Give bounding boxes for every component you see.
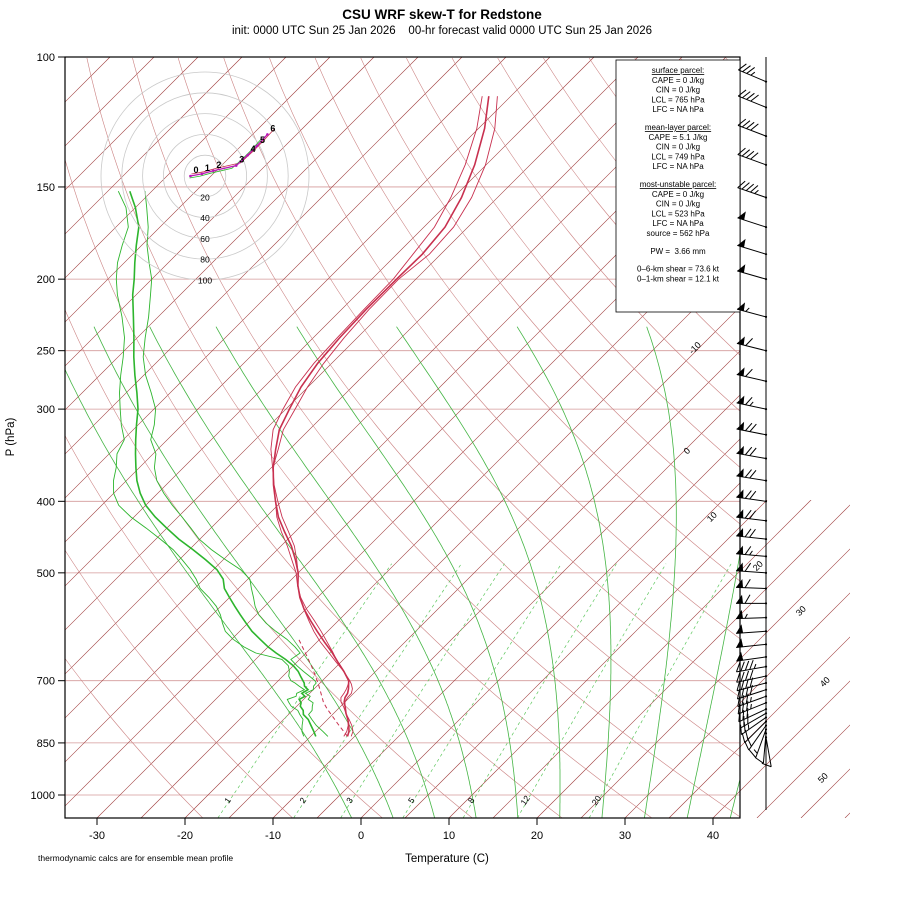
svg-text:LCL = 765 hPa: LCL = 765 hPa bbox=[651, 95, 705, 104]
svg-text:40: 40 bbox=[707, 830, 719, 842]
svg-text:3: 3 bbox=[239, 155, 244, 165]
svg-text:0: 0 bbox=[193, 165, 198, 175]
svg-text:30: 30 bbox=[619, 830, 631, 842]
svg-text:2: 2 bbox=[297, 795, 308, 805]
svg-text:LCL = 749 hPa: LCL = 749 hPa bbox=[651, 152, 705, 161]
svg-text:100: 100 bbox=[37, 52, 55, 64]
svg-text:6: 6 bbox=[270, 123, 275, 133]
svg-text:700: 700 bbox=[37, 676, 55, 688]
svg-text:0: 0 bbox=[682, 446, 693, 457]
svg-text:30: 30 bbox=[794, 604, 808, 618]
svg-text:LFC = NA hPa: LFC = NA hPa bbox=[652, 162, 704, 171]
svg-text:-20: -20 bbox=[177, 830, 193, 842]
svg-text:CAPE = 0 J/kg: CAPE = 0 J/kg bbox=[652, 76, 704, 85]
svg-text:-10: -10 bbox=[687, 340, 703, 356]
svg-text:mean-layer parcel:: mean-layer parcel: bbox=[645, 123, 711, 132]
svg-text:40: 40 bbox=[818, 675, 832, 689]
svg-text:20: 20 bbox=[531, 830, 543, 842]
svg-text:50: 50 bbox=[816, 771, 830, 785]
svg-text:150: 150 bbox=[37, 182, 55, 194]
svg-text:4: 4 bbox=[251, 144, 256, 154]
svg-text:500: 500 bbox=[37, 568, 55, 580]
chart-title: CSU WRF skew-T for Redstone bbox=[342, 7, 542, 22]
svg-text:0: 0 bbox=[358, 830, 364, 842]
footer-note: thermodynamic calcs are for ensemble mea… bbox=[38, 853, 233, 863]
svg-text:5: 5 bbox=[406, 795, 417, 805]
svg-text:surface parcel:: surface parcel: bbox=[652, 66, 704, 75]
svg-text:2: 2 bbox=[216, 160, 221, 170]
chart-subtitle: init: 0000 UTC Sun 25 Jan 2026 00-hr for… bbox=[232, 25, 652, 37]
svg-text:LFC = NA hPa: LFC = NA hPa bbox=[652, 219, 704, 228]
svg-text:0–1-km shear = 12.1 kt: 0–1-km shear = 12.1 kt bbox=[637, 274, 720, 283]
svg-text:60: 60 bbox=[200, 234, 210, 244]
svg-text:PW = 3.66 mm: PW = 3.66 mm bbox=[650, 247, 706, 256]
svg-text:80: 80 bbox=[200, 255, 210, 265]
svg-text:CAPE = 5.1 J/kg: CAPE = 5.1 J/kg bbox=[649, 133, 708, 142]
sounding-profiles bbox=[114, 96, 498, 736]
svg-text:200: 200 bbox=[37, 274, 55, 286]
svg-text:5: 5 bbox=[260, 135, 265, 145]
svg-text:CIN = 0 J/kg: CIN = 0 J/kg bbox=[656, 143, 700, 152]
svg-text:10: 10 bbox=[705, 510, 719, 524]
svg-text:100: 100 bbox=[198, 276, 212, 286]
svg-text:LFC = NA hPa: LFC = NA hPa bbox=[652, 105, 704, 114]
svg-text:1: 1 bbox=[222, 795, 233, 805]
svg-text:20: 20 bbox=[200, 192, 210, 202]
svg-text:source = 562 hPa: source = 562 hPa bbox=[647, 229, 710, 238]
svg-text:400: 400 bbox=[37, 496, 55, 508]
x-axis-label: Temperature (C) bbox=[405, 853, 489, 865]
svg-text:CIN = 0 J/kg: CIN = 0 J/kg bbox=[656, 86, 700, 95]
wind-barb-column bbox=[736, 57, 771, 810]
svg-text:10: 10 bbox=[443, 830, 455, 842]
svg-text:250: 250 bbox=[37, 346, 55, 358]
svg-text:CAPE = 0 J/kg: CAPE = 0 J/kg bbox=[652, 190, 704, 199]
y-axis-label: P (hPa) bbox=[5, 417, 17, 456]
svg-text:20: 20 bbox=[751, 559, 765, 573]
svg-text:40: 40 bbox=[200, 213, 210, 223]
svg-text:850: 850 bbox=[37, 738, 55, 750]
svg-text:0–6-km shear = 73.6 kt: 0–6-km shear = 73.6 kt bbox=[637, 265, 720, 274]
svg-text:-10: -10 bbox=[265, 830, 281, 842]
svg-text:CIN = 0 J/kg: CIN = 0 J/kg bbox=[656, 200, 700, 209]
svg-text:3: 3 bbox=[344, 795, 355, 805]
svg-text:-30: -30 bbox=[89, 830, 105, 842]
mixing-ratio-lines bbox=[218, 564, 731, 818]
svg-text:1: 1 bbox=[205, 163, 210, 173]
svg-text:300: 300 bbox=[37, 404, 55, 416]
svg-text:1000: 1000 bbox=[31, 790, 55, 802]
svg-text:most-unstable parcel:: most-unstable parcel: bbox=[640, 180, 716, 189]
svg-text:LCL = 523 hPa: LCL = 523 hPa bbox=[651, 209, 705, 218]
